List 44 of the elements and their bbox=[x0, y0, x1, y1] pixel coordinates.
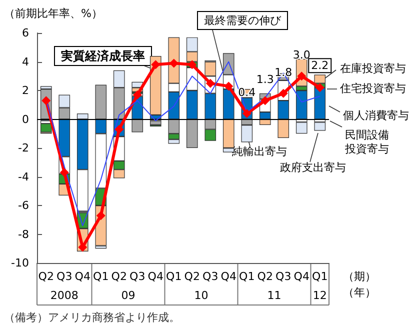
y-tick-label: 4 bbox=[22, 55, 29, 68]
y-tick-label: -10 bbox=[11, 256, 29, 270]
series-label: 民間設備投資寄与 bbox=[344, 128, 389, 156]
y-tick-label: -4 bbox=[18, 170, 29, 184]
text: 最終需要の伸び bbox=[204, 14, 282, 27]
text: 12 bbox=[312, 289, 327, 302]
x-tick-label: Q1 bbox=[93, 270, 109, 283]
y-tick-label: 0 bbox=[22, 112, 29, 126]
x-tick-label: Q1 bbox=[239, 270, 255, 283]
text: 11 bbox=[267, 289, 282, 302]
x-tick-label: Q3 bbox=[276, 270, 292, 283]
x-tick-label: Q2 bbox=[38, 270, 54, 283]
text: 2008 bbox=[50, 289, 78, 302]
x-tick-label: Q4 bbox=[74, 270, 90, 283]
data-label: 2.2 bbox=[311, 59, 329, 72]
y-tick-label: -8 bbox=[18, 228, 29, 241]
x-axis-title: （期） bbox=[343, 270, 376, 283]
x-tick-label: Q1 bbox=[312, 270, 328, 283]
x-tick-label: Q4 bbox=[294, 270, 310, 283]
x-tick-label: Q3 bbox=[56, 270, 72, 283]
x-tick-label: Q4 bbox=[148, 270, 164, 283]
text: 10 bbox=[194, 289, 208, 302]
legend-label: 住宅投資寄与 bbox=[340, 82, 406, 95]
data-label: 1.3 bbox=[256, 73, 274, 86]
y-tick-label: -2 bbox=[18, 142, 29, 154]
y-tick-label: 2 bbox=[22, 84, 29, 97]
x-tick-label: Q2 bbox=[257, 270, 273, 283]
legend-label: 個人消費寄与 bbox=[343, 109, 409, 122]
y-axis-title: （前期比年率、%） bbox=[4, 7, 102, 20]
text: （備考）アメリカ商務省より作成。 bbox=[4, 311, 180, 324]
x-tick-label: Q4 bbox=[220, 270, 236, 283]
y-tick-label: 6 bbox=[22, 26, 29, 40]
text: 09 bbox=[121, 289, 136, 302]
text: 政府支出寄与 bbox=[280, 161, 346, 174]
x-tick-label: Q2 bbox=[184, 270, 200, 283]
x-tick-label: Q3 bbox=[130, 270, 146, 283]
series-label: 在庫投資寄与 bbox=[340, 62, 406, 75]
x-tick-label: Q3 bbox=[202, 270, 218, 283]
y-tick-label: -6 bbox=[18, 199, 29, 212]
x-tick-label: Q2 bbox=[111, 270, 127, 283]
text: （年） bbox=[343, 286, 376, 299]
series-label: 実質経済成長率 bbox=[60, 49, 145, 63]
x-tick-label: Q1 bbox=[166, 270, 182, 283]
data-label: 3.0 bbox=[292, 48, 310, 62]
